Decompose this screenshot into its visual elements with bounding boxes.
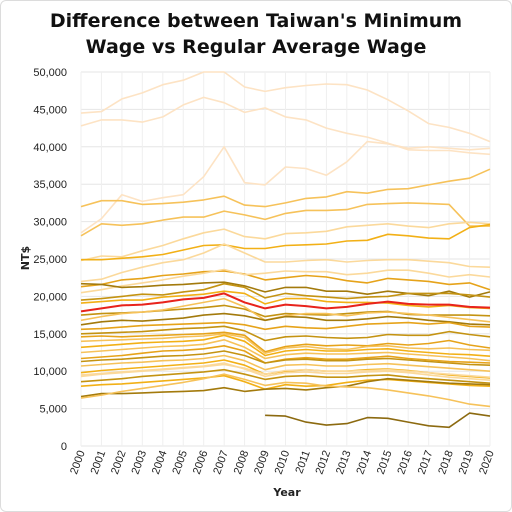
y-tick-label: 10,000 [33,366,67,378]
y-axis-ticks: 0 5,000 10,000 15,000 20,000 25,000 30,000 35,0… [33,67,67,453]
x-tick-label: 2004 [150,449,170,476]
x-tick-label: 2015 [375,449,395,476]
series-line-16 [80,297,491,323]
series-line-21 [80,333,491,354]
y-tick-label: 50,000 [33,67,67,79]
x-tick-label: 2001 [89,449,109,476]
series-line-6 [80,221,491,262]
x-tick-label: 2012 [314,449,334,476]
series-line-22 [80,334,491,357]
series-line-32 [80,373,491,408]
x-tick-label: 2016 [395,449,415,476]
x-tick-label: 2002 [109,449,129,476]
grid-lines [80,71,491,447]
x-tick-label: 2003 [130,449,150,476]
x-tick-label: 2005 [170,449,190,476]
series-line-31 [80,377,491,398]
chart-title-line-1: Difference between Taiwan's Minimum [49,10,463,32]
y-tick-label: 0 [61,441,67,453]
x-tick-label: 2010 [273,449,293,476]
series-line-23 [80,339,491,362]
series-line-14 [80,290,491,310]
series-line-8 [80,243,491,283]
series-line-12 [80,292,491,313]
y-tick-label: 35,000 [33,179,67,191]
chart-title-line-2: Wage vs Regular Average Wage [85,36,427,58]
series-line-5 [80,202,490,237]
y-tick-label: 25,000 [33,254,67,266]
series-line-17 [80,312,491,326]
series-group [80,71,491,429]
x-tick-label: 2019 [457,449,477,476]
series-line-19 [80,325,491,342]
x-tick-label: 2006 [191,449,211,476]
series-line-25 [80,350,491,366]
x-axis-ticks: 2000 2001 2002 2003 2004 2005 2006 2007 2008 2009… [68,449,497,476]
series-line-10 [80,268,491,294]
x-axis-label: Year [272,486,301,499]
series-line-2 [80,71,491,143]
y-axis-label: NT$ [19,246,32,270]
x-tick-label: 2008 [232,449,252,476]
series-line-20 [80,331,491,353]
x-tick-label: 2013 [334,449,354,476]
series-line-4 [80,168,491,208]
y-tick-label: 15,000 [33,329,67,341]
series-line-26 [80,354,491,372]
series-line-3 [80,140,491,234]
series-line-29 [80,368,491,384]
y-tick-label: 40,000 [33,142,67,154]
series-line-13 [80,282,491,301]
series-line-9 [80,270,491,291]
series-line-1 [80,96,491,156]
series-line-34 [265,412,491,429]
series-line-18 [80,321,491,331]
y-tick-label: 30,000 [33,217,67,229]
x-tick-label: 2014 [354,449,374,476]
x-tick-label: 2018 [436,449,456,476]
series-line-33 [80,363,491,378]
x-tick-label: 2009 [252,449,272,476]
x-tick-label: 2011 [293,449,312,475]
y-tick-label: 20,000 [33,291,67,303]
x-tick-label: 2007 [211,449,231,476]
y-tick-label: 5,000 [39,404,67,416]
x-tick-label: 2000 [68,449,88,476]
x-tick-label: 2017 [416,449,436,476]
series-line-11 [80,281,491,298]
x-tick-label: 2020 [477,449,497,476]
y-tick-label: 45,000 [33,104,67,116]
series-line-7 [81,223,491,261]
